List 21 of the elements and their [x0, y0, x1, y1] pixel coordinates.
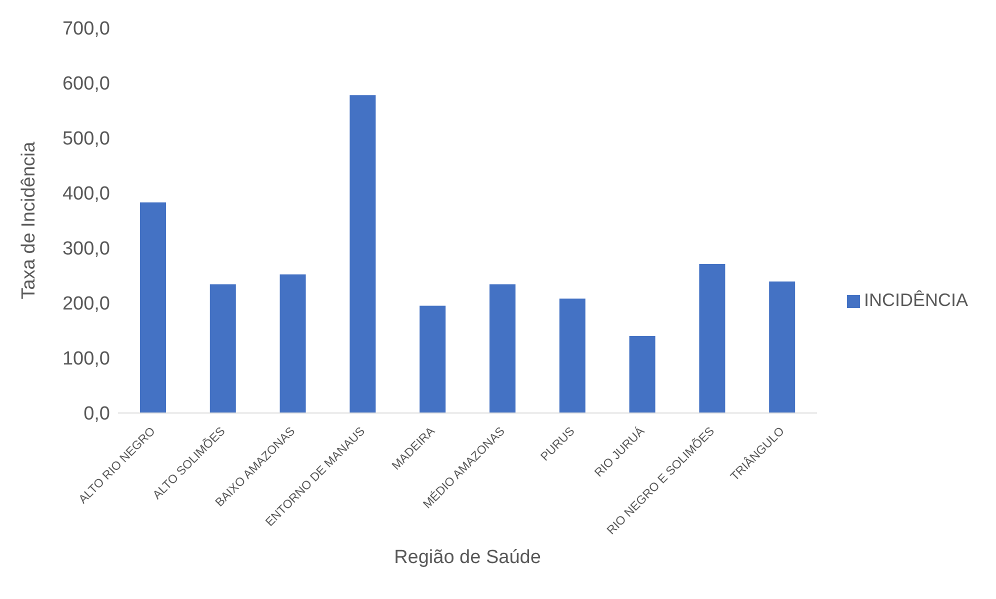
bar: [559, 298, 586, 413]
y-tick-label: 0,0: [84, 404, 110, 425]
bar: [280, 274, 306, 413]
bar: [350, 95, 376, 413]
bar: [210, 284, 236, 413]
bar: [699, 264, 726, 413]
bar: [489, 284, 516, 413]
bar: [629, 336, 656, 413]
legend-label: INCIDÊNCIA: [864, 290, 968, 310]
x-axis-title: Região de Saúde: [394, 547, 541, 568]
y-tick-label: 100,0: [62, 348, 110, 370]
bar: [140, 202, 166, 413]
y-axis-title: Taxa de Incidência: [18, 141, 40, 300]
y-tick-label: 300,0: [62, 238, 110, 260]
y-tick-label: 200,0: [62, 294, 110, 315]
y-tick-label: 600,0: [62, 74, 110, 95]
bar: [769, 282, 796, 413]
y-tick-label: 700,0: [62, 18, 110, 40]
bar: [420, 306, 446, 413]
y-tick-label: 500,0: [62, 128, 110, 150]
y-tick-label: 400,0: [62, 184, 110, 205]
